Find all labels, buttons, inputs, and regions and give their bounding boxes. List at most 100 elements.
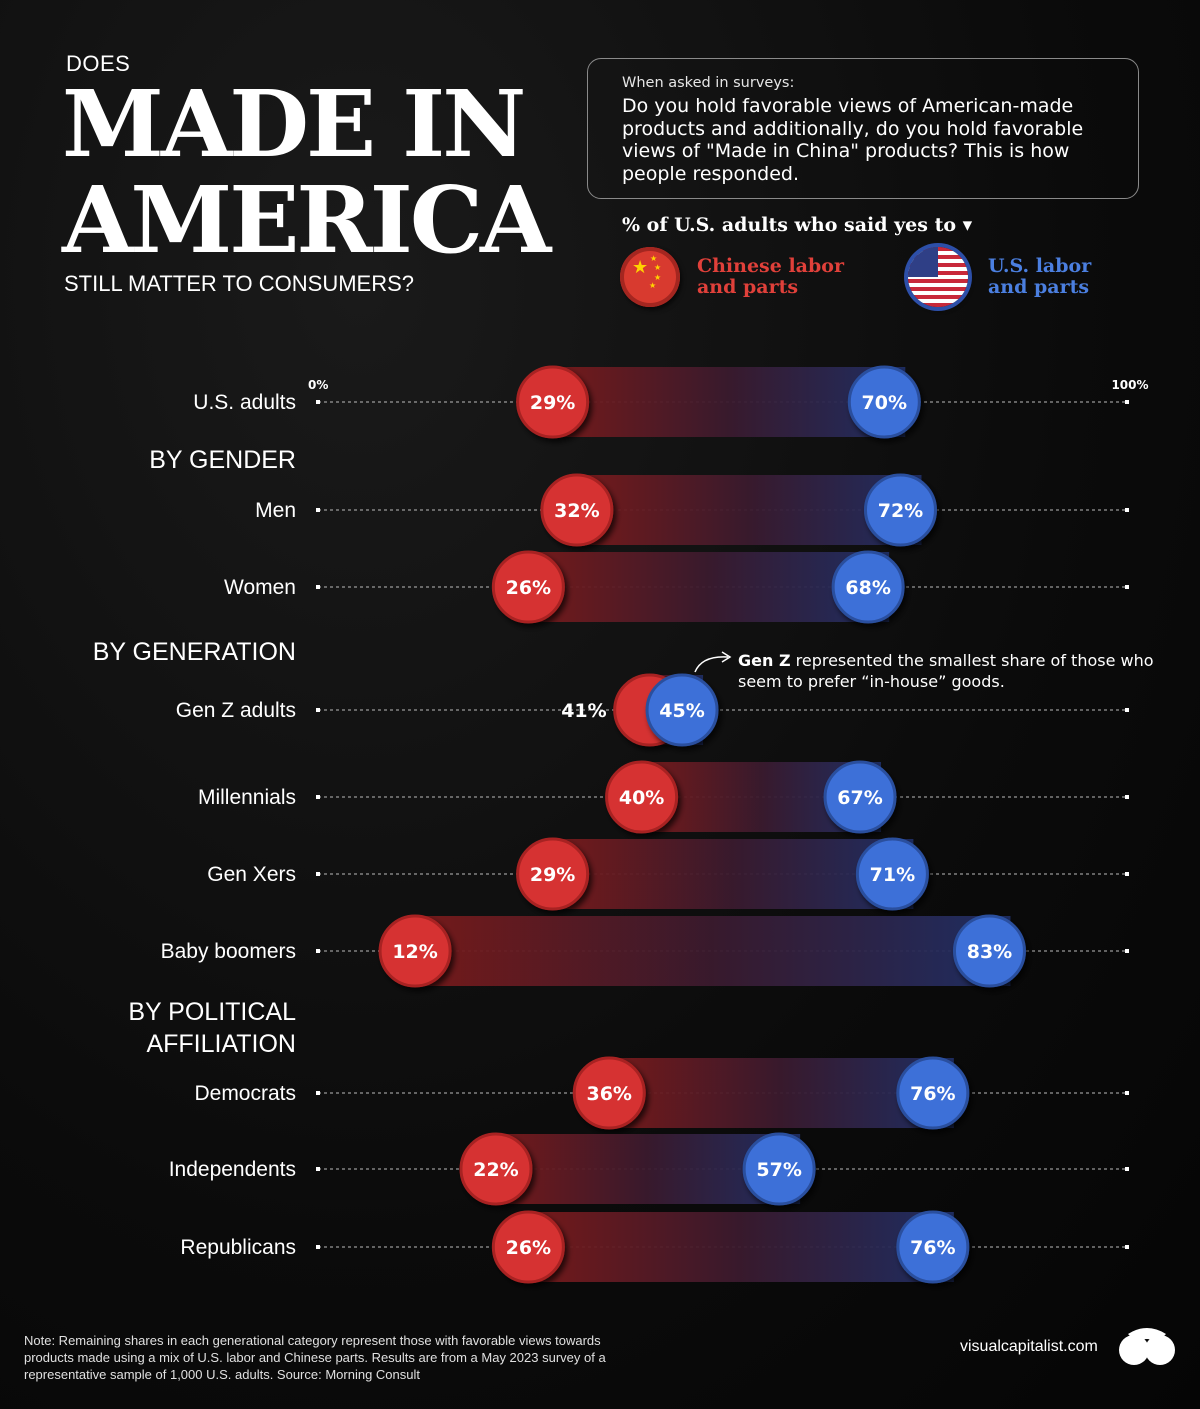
guide-start-dot: [316, 585, 320, 589]
guide-start-dot: [316, 508, 320, 512]
title-line-1: MADE IN: [62, 70, 526, 178]
us-point: [823, 760, 897, 834]
title-line-2: AMERICA: [62, 166, 551, 274]
range-bar: [552, 367, 906, 437]
axis-label-min: 0%: [308, 378, 328, 392]
legend-title: % of U.S. adults who said yes to ▾: [622, 214, 973, 236]
china-value-label: 29%: [530, 864, 575, 886]
pre-title: DOES: [66, 51, 131, 76]
china-value-label: 29%: [530, 392, 575, 414]
footnote: Note: Remaining shares in each generatio…: [24, 1333, 606, 1382]
range-bar: [552, 839, 914, 909]
group-header: BY GENERATION: [93, 638, 296, 666]
question-box: When asked in surveys: Do you hold favor…: [587, 58, 1139, 199]
guide-start-dot: [316, 1167, 320, 1171]
category-label: Baby boomers: [161, 940, 296, 963]
category-label: Democrats: [194, 1082, 296, 1105]
china-value-label: 32%: [554, 500, 599, 522]
range-bar: [415, 916, 1011, 986]
us-value-label: 57%: [756, 1159, 801, 1181]
guide-end-dot: [1125, 708, 1129, 712]
china-point: [540, 473, 614, 547]
us-flag-icon: [908, 247, 968, 307]
category-label: U.S. adults: [193, 391, 296, 414]
brand-link[interactable]: visualcapitalist.com: [960, 1338, 1098, 1355]
guide-start-dot: [316, 949, 320, 953]
us-point: [742, 1132, 816, 1206]
us-value-label: 70%: [862, 392, 907, 414]
question-text: Do you hold favorable views of American-…: [622, 95, 1084, 185]
question-lead: When asked in surveys:: [622, 75, 795, 91]
us-value-label: 83%: [967, 941, 1012, 963]
guide-end-dot: [1125, 1245, 1129, 1249]
annotation-arrow: [694, 656, 729, 673]
group-header: AFFILIATION: [146, 1030, 296, 1058]
category-label: Women: [224, 576, 296, 599]
china-value-label: 40%: [619, 787, 664, 809]
us-point: [831, 550, 905, 624]
annotation-text: represented the smallest share of those …: [738, 651, 1154, 691]
guide-start-dot: [316, 795, 320, 799]
guide-start-dot: [316, 1091, 320, 1095]
axis-label-max: 100%: [1111, 378, 1148, 392]
category-label: Independents: [169, 1158, 296, 1181]
china-point: [491, 1210, 565, 1284]
us-point: [896, 1210, 970, 1284]
range-bar: [528, 552, 890, 622]
legend-china-label: Chinese labor and parts: [697, 255, 844, 298]
group-header: BY GENDER: [149, 446, 296, 474]
guide-end-dot: [1125, 795, 1129, 799]
china-point: [491, 550, 565, 624]
guide-end-dot: [1125, 400, 1129, 404]
category-label: Gen Xers: [207, 863, 296, 886]
china-flag-icon: ★ ★ ★ ★ ★: [620, 247, 680, 307]
us-point: [855, 837, 929, 911]
china-point: [516, 365, 590, 439]
subtitle: STILL MATTER TO CONSUMERS?: [64, 271, 415, 296]
china-value-label: 26%: [506, 577, 551, 599]
us-value-label: 45%: [659, 700, 704, 722]
group-header: BY POLITICAL: [128, 998, 296, 1026]
us-value-label: 76%: [910, 1237, 955, 1259]
china-value-label: 12%: [392, 941, 437, 963]
guide-end-dot: [1125, 1091, 1129, 1095]
us-point: [645, 673, 719, 747]
guide-end-dot: [1125, 949, 1129, 953]
us-value-label: 67%: [837, 787, 882, 809]
guide-start-dot: [316, 1245, 320, 1249]
us-value-label: 71%: [870, 864, 915, 886]
legend-us-label: U.S. labor and parts: [988, 255, 1092, 298]
guide-end-dot: [1125, 1167, 1129, 1171]
guide-end-dot: [1125, 585, 1129, 589]
visual-capitalist-logo-icon: [1119, 1328, 1175, 1365]
us-value-label: 76%: [910, 1083, 955, 1105]
category-label: Gen Z adults: [176, 699, 296, 722]
guide-end-dot: [1125, 508, 1129, 512]
guide-start-dot: [316, 708, 320, 712]
us-point: [952, 914, 1026, 988]
us-value-label: 72%: [878, 500, 923, 522]
range-bar: [528, 1212, 954, 1282]
guide-end-dot: [1125, 872, 1129, 876]
china-point: [516, 837, 590, 911]
us-point: [847, 365, 921, 439]
guide-start-dot: [316, 872, 320, 876]
gen-z-annotation: Gen Z represented the smallest share of …: [738, 650, 1158, 692]
china-point: [378, 914, 452, 988]
guide-start-dot: [316, 400, 320, 404]
annotation-arrowhead: [721, 651, 732, 663]
china-point: [459, 1132, 533, 1206]
category-label: Men: [255, 499, 296, 522]
category-label: Millennials: [198, 786, 296, 809]
china-value-label: 22%: [473, 1159, 518, 1181]
china-value-label: 36%: [586, 1083, 631, 1105]
china-value-label: 41%: [561, 700, 606, 722]
us-point: [863, 473, 937, 547]
annotation-bold: Gen Z: [738, 651, 791, 670]
us-point: [896, 1056, 970, 1130]
us-value-label: 68%: [845, 577, 890, 599]
category-label: Republicans: [180, 1236, 296, 1259]
china-point: [572, 1056, 646, 1130]
china-point: [605, 760, 679, 834]
